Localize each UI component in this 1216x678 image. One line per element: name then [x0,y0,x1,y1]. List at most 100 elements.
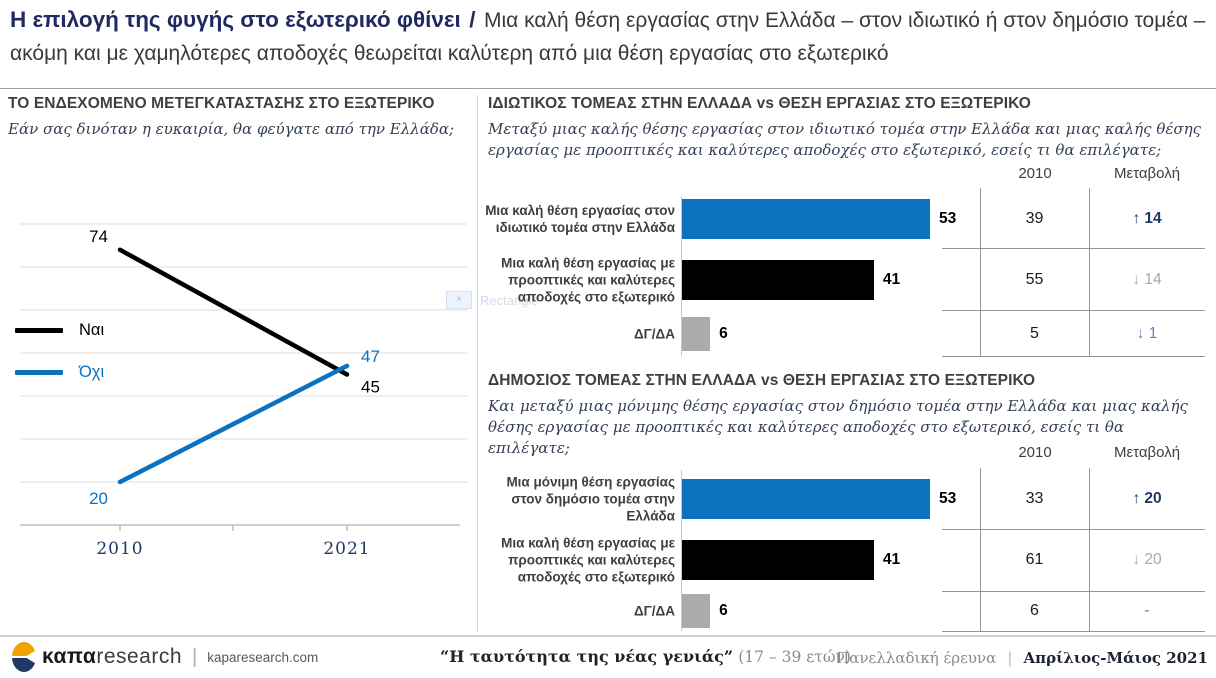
bar-value: 41 [882,271,901,288]
watermark-box-icon: × [446,291,472,309]
left-panel-question: Εάν σας δινόταν η ευκαιρία, θα φεύγατε α… [8,120,455,138]
footer: καπα research | kaparesearch.com “Η ταυτ… [0,640,1216,678]
table-row: ΔΓ/ΔΑ 6 6 - [0,591,1216,631]
bar-private-abroad [682,260,874,300]
brand-domain: kaparesearch.com [207,649,319,665]
bar-value: 6 [719,324,728,342]
title-slash: / [469,7,476,32]
left-panel-title: ΤΟ ΕΝΔΕΧΟΜΕΝΟ ΜΕΤΕΓΚΑΤΑΣΤΑΣΗΣ ΣΤΟ ΕΞΩΤΕΡ… [8,95,435,112]
x-tick-2021: 2021 [323,539,370,559]
public-table-hline-3 [942,631,1205,632]
kapa-logo-icon [12,642,38,672]
value-change: ↑ 14 [1132,209,1162,227]
public-bar-axis [681,470,682,631]
row-label: Μια μόνιμη θέση εργασίας στον δημόσιο το… [506,474,675,523]
private-section-question: Μεταξύ μιας καλής θέσης εργασίας στον ιδ… [488,120,1202,159]
bar-public-dk [682,594,711,628]
page-title: Η επιλογή της φυγής στο εξωτερικό φθίνει… [10,4,1208,71]
private-table-vline-2 [1089,188,1090,356]
private-table-vline-1 [980,188,981,356]
survey-type: Πανελλαδική έρευνα [836,649,997,667]
survey-separator: | [1007,649,1013,667]
public-table-hline-1 [942,529,1205,530]
public-col-2010: 2010 [1018,444,1052,461]
bar-private-dk [682,316,711,351]
data-label-Όχι-2010: 20 [89,489,108,508]
survey-date: Απρίλιος-Μάιος 2021 [1023,649,1208,667]
private-bar-axis [681,196,682,356]
private-col-2010: 2010 [1018,165,1052,182]
kapa-research-logo: καπα research | kaparesearch.com [12,642,318,672]
bar-value: 53 [939,489,957,507]
data-label-Όχι-2021: 47 [361,347,380,366]
private-col-change: Μεταβολή [1113,165,1181,182]
x-tick-2010: 2010 [96,539,143,559]
bar-value: 41 [882,551,901,568]
table-row: Μια καλή θέση εργασίας με προοπτικές και… [0,529,1216,591]
private-table-hline-2 [942,310,1205,311]
chart-x-axis [20,524,460,531]
row-label: Μια καλή θέση εργασίας με προοπτικές και… [501,535,675,585]
public-section-title: ΔΗΜΟΣΙΟΣ ΤΟΜΕΑΣ ΣΤΗΝ ΕΛΛΑΔΑ vs ΘΕΣΗ ΕΡΓΑ… [488,372,1036,389]
legend-item-no: Όχι [15,363,104,382]
row-bar-group: 41 [682,540,900,580]
value-change: ↓ 20 [1132,551,1162,568]
private-table-hline-3 [942,356,1205,357]
brand-name-bold: καπα [42,645,97,668]
public-table-vline-1 [980,468,981,631]
row-bar-group: 6 [682,591,728,631]
row-bar-group: 41 [682,260,900,300]
row-label: ΔΓ/ΔΑ [633,326,675,341]
footer-study-title: “Η ταυτότητα της νέας γενιάς” (17 – 39 ε… [440,647,851,666]
row-label: Μια καλή θέση εργασίας στον ιδιωτικό τομ… [485,202,675,235]
table-row: Μια καλή θέση εργασίας με προοπτικές και… [0,249,1216,311]
legend-item-yes: Ναι [15,321,104,340]
value-2010: 33 [1025,489,1044,507]
bar-private-greece [682,198,931,239]
brand-name-light: research [96,645,183,668]
chart-gridlines [20,223,467,483]
legend-label-yes: Ναι [79,321,105,339]
value-change: ↓ 1 [1136,324,1158,342]
legend-swatch-no [15,370,63,375]
value-change: - [1144,602,1150,619]
private-table-hline-1 [942,248,1205,249]
migration-line-chart: 2010 2021 74 45 20 47 [20,223,467,559]
line-series-group: 74 45 20 47 [89,227,380,508]
line-series-Ναι [117,247,350,377]
legend-label-no: Όχι [79,363,105,381]
row-bar-group: 53 [682,198,957,239]
header-divider [0,88,1216,89]
bar-value: 6 [719,602,728,619]
watermark-label: Rectangle [480,292,539,308]
row-bar-group: 53 [682,478,957,519]
study-age-range: (17 – 39 ετών) [738,648,851,666]
row-bar-group: 6 [682,314,728,354]
line-series-Όχι [117,363,350,485]
value-2010: 61 [1025,551,1044,568]
value-2010: 39 [1025,209,1044,227]
value-2010: 6 [1030,602,1039,619]
table-row: Μια μόνιμη θέση εργασίας στον δημόσιο το… [0,468,1216,529]
value-2010: 55 [1025,271,1044,288]
study-quote: “Η ταυτότητα της νέας γενιάς” [440,647,734,666]
legend-swatch-yes [15,328,63,333]
data-label-Ναι-2021: 45 [361,378,380,397]
bar-value: 53 [939,209,957,227]
table-row: ΔΓ/ΔΑ 6 5 ↓ 1 [0,311,1216,356]
public-col-change: Μεταβολή [1113,444,1181,461]
value-change: ↑ 20 [1132,489,1162,507]
table-row: Μια καλή θέση εργασίας στον ιδιωτικό τομ… [0,188,1216,249]
footer-survey-info: Πανελλαδική έρευνα | Απρίλιος-Μάιος 2021 [836,648,1208,667]
value-2010: 5 [1030,324,1039,342]
panel-divider [477,95,478,632]
row-label: Μια καλή θέση εργασίας με προοπτικές και… [501,255,675,305]
brand-separator: | [192,645,198,668]
value-change: ↓ 14 [1132,271,1162,288]
page-title-subtext: Μια καλή θέση εργασίας στην Ελλάδα – στο… [10,9,1206,65]
private-section-title: ΙΔΙΩΤΙΚΟΣ ΤΟΜΕΑΣ ΣΤΗΝ ΕΛΛΑΔΑ vs ΘΕΣΗ ΕΡΓ… [488,95,1031,112]
public-table-vline-2 [1089,468,1090,631]
data-label-Ναι-2010: 74 [89,227,108,246]
bar-public-abroad [682,540,874,580]
